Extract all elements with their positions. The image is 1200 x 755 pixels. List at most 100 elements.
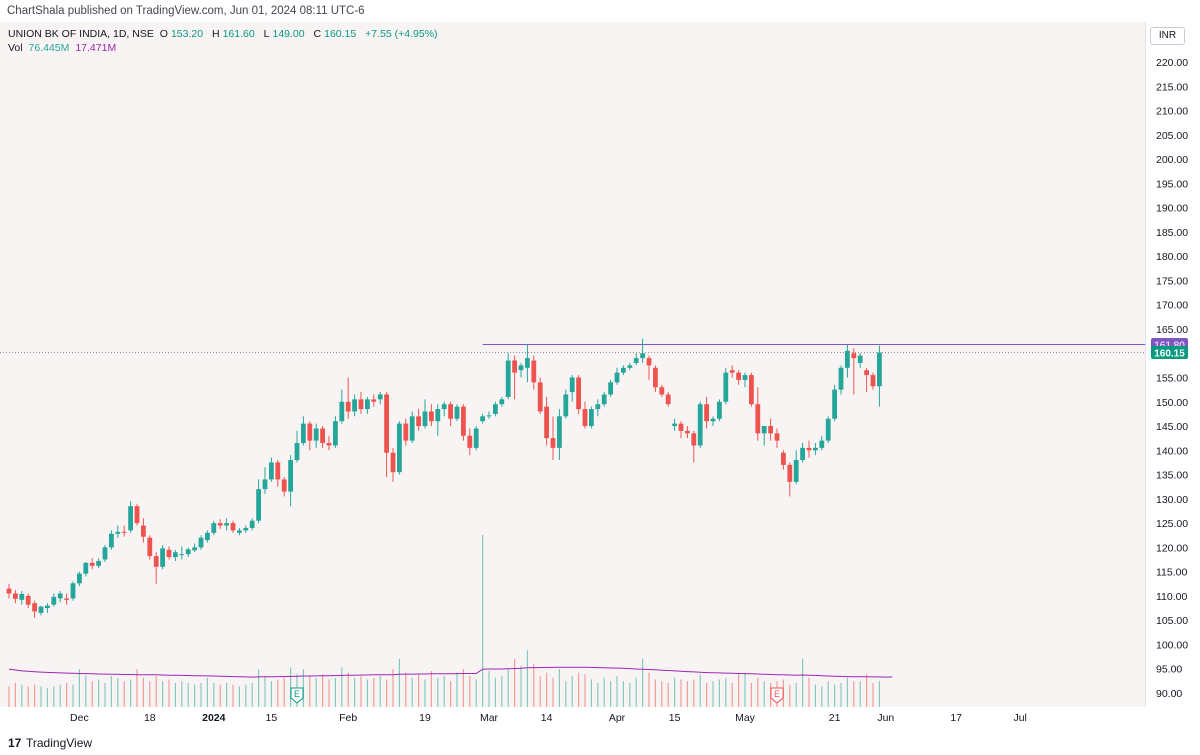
volume-bar <box>712 681 714 707</box>
volume-bar <box>328 679 330 707</box>
currency-button[interactable]: INR <box>1150 27 1185 45</box>
candle-body <box>659 387 665 395</box>
candle-body <box>256 489 261 521</box>
volume-bar <box>283 677 285 707</box>
time-tick-label: Feb <box>339 712 357 724</box>
volume-bar <box>565 681 567 707</box>
footer: 17 TradingView <box>0 729 1200 755</box>
candle-body <box>377 394 383 400</box>
open-readout: O 153.20 <box>159 28 204 40</box>
price-tick-label: 150.00 <box>1156 397 1188 409</box>
candle-body <box>301 423 306 444</box>
candle-body <box>147 537 153 557</box>
volume-bar <box>110 676 112 707</box>
volume-bar <box>251 682 253 707</box>
volume-bar <box>494 677 496 707</box>
candle-body <box>845 350 850 368</box>
candle-body <box>205 532 210 541</box>
volume-bar <box>680 679 682 707</box>
candle-body <box>416 416 421 427</box>
time-tick-label: 17 <box>950 712 962 724</box>
candle-body <box>480 416 485 422</box>
volume-bar <box>475 679 477 707</box>
volume-bar <box>232 684 234 707</box>
price-axis[interactable] <box>1145 22 1200 707</box>
price-tick-label: 105.00 <box>1156 615 1188 627</box>
candle-body <box>441 404 447 410</box>
candle-body <box>358 399 364 410</box>
candle-body <box>6 588 12 594</box>
volume-bar <box>808 677 810 707</box>
volume-bar <box>424 679 426 707</box>
candle-body <box>819 440 825 448</box>
volume-bar <box>725 677 727 707</box>
time-tick-label: 19 <box>419 712 431 724</box>
candle-body <box>294 443 300 461</box>
candle-body <box>857 355 863 363</box>
volume-bar <box>53 686 55 707</box>
volume-bar <box>354 677 356 707</box>
candle-body <box>729 370 735 373</box>
volume-bar <box>379 676 381 707</box>
volume-bar <box>21 684 23 707</box>
time-tick-label: May <box>735 712 756 724</box>
last-price-label: 160.15 <box>1154 349 1185 360</box>
volume-bar <box>91 681 93 707</box>
candle-body <box>749 375 754 405</box>
volume-bar <box>789 684 791 707</box>
candle-body <box>717 401 722 419</box>
tradingview-logo-icon: 17 <box>8 736 22 750</box>
volume-bar <box>226 682 228 707</box>
time-tick-label: 15 <box>669 712 681 724</box>
candle-body <box>851 353 857 359</box>
candle-body <box>601 394 607 405</box>
time-tick-label: 18 <box>144 712 156 724</box>
candle-body <box>185 549 191 555</box>
candle-body <box>742 375 748 380</box>
tradingview-logo: 17 TradingView <box>8 736 93 750</box>
volume-bar <box>104 682 106 707</box>
volume-bar <box>206 677 208 707</box>
candle-body <box>864 370 869 376</box>
volume-bar <box>757 677 759 707</box>
time-axis[interactable] <box>0 707 1145 729</box>
candle-body <box>518 365 524 371</box>
candle-body <box>435 409 441 422</box>
candle-body <box>467 435 473 448</box>
chart-plot-area[interactable] <box>0 22 1145 707</box>
candle-body <box>57 593 63 599</box>
candle-body <box>691 433 697 446</box>
candle-body <box>89 562 95 566</box>
candle-body <box>83 562 89 574</box>
volume-bar <box>539 676 541 707</box>
volume-bar <box>245 684 247 707</box>
price-tick-label: 120.00 <box>1156 542 1188 554</box>
candle-body <box>121 531 127 533</box>
candle-body <box>25 595 31 605</box>
candle-body <box>761 426 767 434</box>
candle-body <box>211 523 217 533</box>
volume-bar <box>488 670 490 707</box>
candle-body <box>326 443 332 446</box>
candle-body <box>224 523 229 526</box>
candle-body <box>269 462 274 480</box>
candle-body <box>313 428 319 441</box>
volume-bar <box>8 686 10 707</box>
earnings-marker <box>770 687 784 704</box>
volume-bar <box>622 681 624 707</box>
candle-body <box>409 416 415 441</box>
volume-bar <box>661 681 663 707</box>
resistance-price-label: 161.80 <box>1154 340 1185 351</box>
candle-body <box>768 426 773 434</box>
volume-bar <box>558 669 560 707</box>
volume-bar <box>795 682 797 707</box>
volume-bar <box>718 679 720 707</box>
volume-bar <box>341 667 343 707</box>
candle-body <box>134 506 140 524</box>
volume-bar <box>347 672 349 707</box>
price-tick-label: 100.00 <box>1156 639 1188 651</box>
last-price-badge <box>1151 346 1188 360</box>
candle-body <box>345 401 351 412</box>
candle-body <box>115 531 121 534</box>
volume-bar <box>590 679 592 707</box>
